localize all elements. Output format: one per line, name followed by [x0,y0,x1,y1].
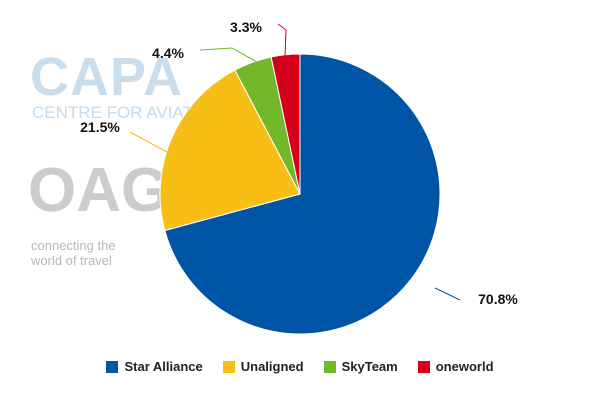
legend-label-oneworld: oneworld [435,359,494,374]
legend-label-unaligned: Unaligned [240,359,304,374]
data-label-skyteam: 4.4% [152,45,184,61]
chart-legend: Star Alliance Unaligned SkyTeam oneworld [0,359,600,374]
data-label-oneworld: 3.3% [230,19,262,35]
legend-swatch-unaligned [222,360,235,373]
leader-line-oneworld [277,23,287,57]
legend-item-unaligned: Unaligned [222,359,304,374]
pie-slice-unaligned [159,69,301,232]
capa-watermark-subtitle: CENTRE FOR AVIATION [32,103,224,122]
leader-line-star-alliance [434,287,461,301]
pie-slice-star-alliance [164,53,441,335]
data-label-unaligned: 21.5% [80,119,120,135]
legend-item-oneworld: oneworld [417,359,494,374]
legend-label-skyteam: SkyTeam [341,359,398,374]
leader-line-skyteam [199,47,258,63]
leader-line-unaligned [129,131,179,159]
legend-swatch-star-alliance [106,360,119,373]
oag-watermark: OAG [28,156,170,225]
capa-watermark: CAPA [30,47,184,107]
data-label-star-alliance: 70.8% [478,291,518,307]
legend-swatch-oneworld [417,360,430,373]
legend-item-star-alliance: Star Alliance [106,359,203,374]
legend-label-star-alliance: Star Alliance [124,359,203,374]
legend-swatch-skyteam [323,360,336,373]
oag-tagline-line2: world of travel [31,253,112,268]
legend-item-skyteam: SkyTeam [323,359,398,374]
oag-tagline-line1: connecting the [31,238,116,253]
